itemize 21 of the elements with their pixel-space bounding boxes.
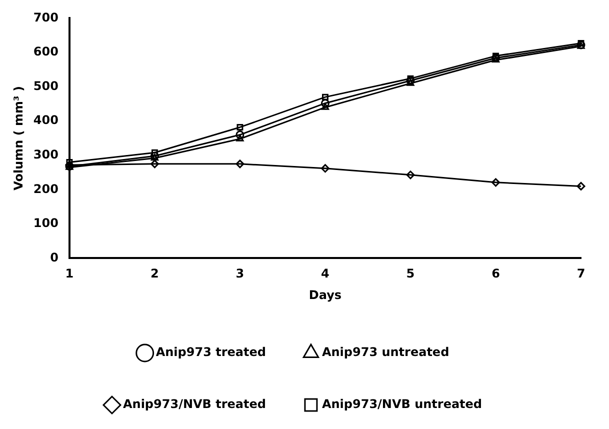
x-tick-label: 1	[65, 266, 74, 281]
y-tick-label: 300	[33, 147, 58, 162]
y-tick-label: 500	[33, 78, 58, 93]
x-axis-title: Days	[308, 288, 342, 302]
x-tick-label: 2	[150, 266, 159, 281]
legend-label: Anip973/NVB treated	[122, 397, 266, 412]
legend-label: Anip973 untreated	[322, 345, 450, 360]
y-tick-label: 200	[33, 182, 58, 196]
y-tick-label: 100	[33, 216, 58, 230]
x-tick-label: 7	[576, 266, 586, 281]
x-tick-label: 5	[406, 266, 415, 281]
x-tick-label: 6	[492, 266, 500, 281]
y-tick-label: 400	[33, 113, 58, 128]
y-tick-label: 0	[50, 250, 58, 264]
y-axis-title: Volumn ( mm³ )	[11, 86, 26, 190]
legend-label: Anip973/NVB untreated	[322, 397, 482, 412]
x-tick-label: 4	[321, 266, 330, 281]
x-tick-label: 3	[236, 266, 244, 281]
y-tick-label: 600	[33, 44, 58, 59]
y-tick-label: 700	[33, 10, 58, 24]
legend-label: Anip973 treated	[156, 345, 266, 360]
